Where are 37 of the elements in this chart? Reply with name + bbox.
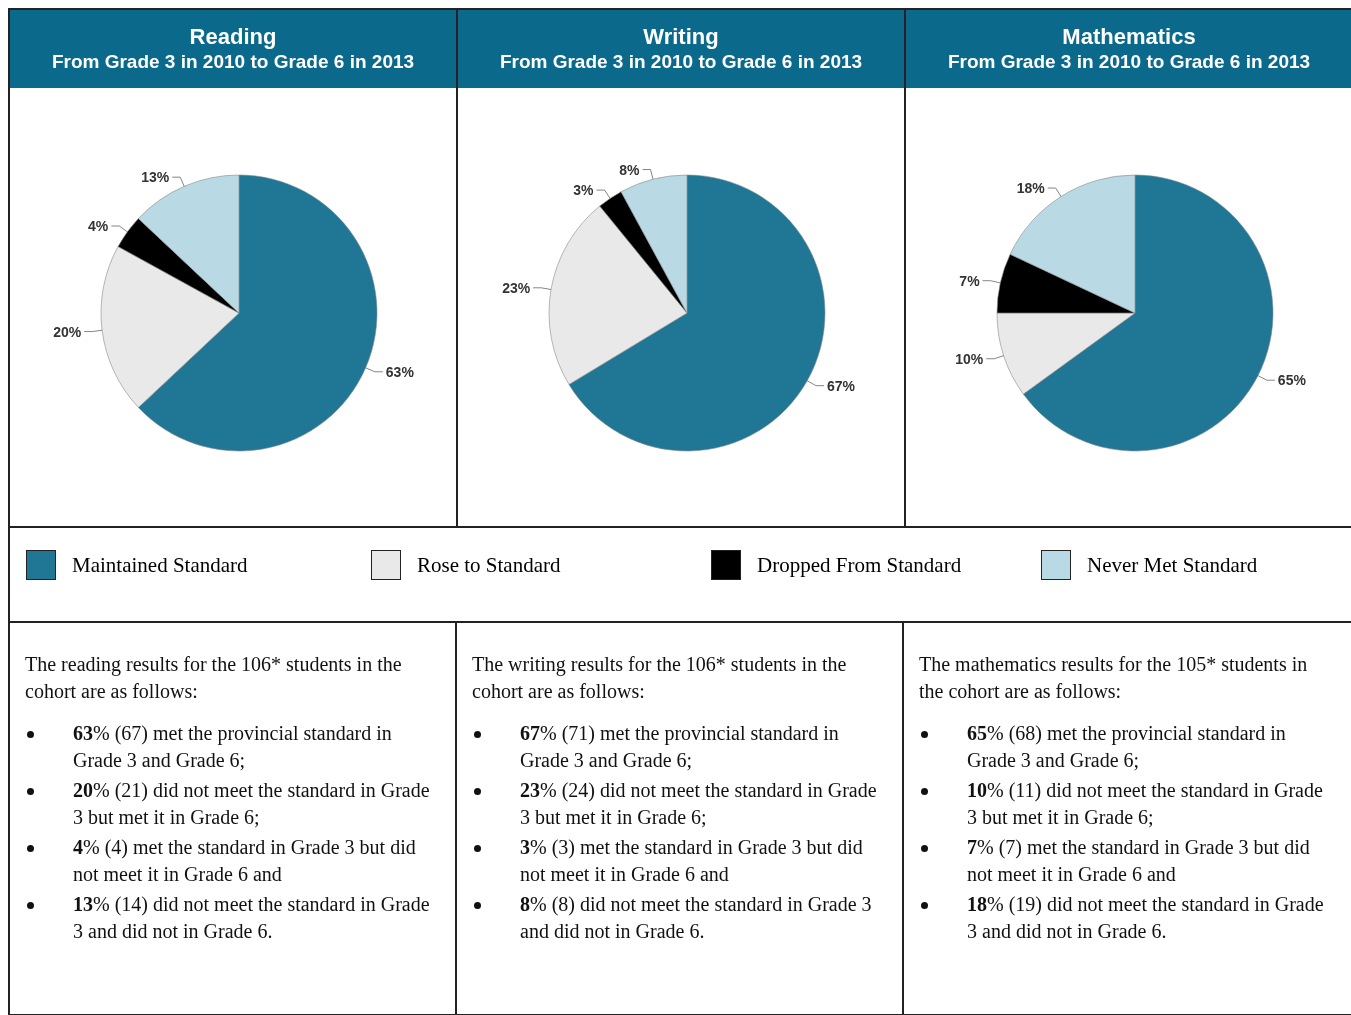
chart-title: Writing: [642, 24, 720, 50]
text: The writing results for the 106* students in the cohort are as follows:: [472, 652, 848, 704]
legend-label: Dropped From Standard: [757, 552, 962, 578]
data-label: 10%: [955, 350, 984, 367]
text: 10% (11) did not meet the standard in Grade 3 but met it in Grade 6;: [967, 778, 1324, 830]
data-label: 20%: [53, 323, 82, 340]
chart-subtitle: From Grade 3 in 2010 to Grade 6 in 2013: [498, 50, 864, 74]
data-label: 67%: [826, 377, 856, 394]
data-label: 23%: [502, 279, 531, 296]
text: 18% (19) did not meet the standard in Grade 3 and did not in Grade 6.: [967, 892, 1325, 944]
text: 67% (71) met the provincial standard in Grade 3 and Grade 6;: [520, 721, 840, 773]
data-label: 13%: [141, 169, 170, 186]
data-label: 18%: [1016, 180, 1046, 197]
data-label: 65%: [1277, 372, 1307, 389]
chart-subtitle: From Grade 3 in 2010 to Grade 6 in 2013: [946, 50, 1312, 74]
text: 23% (24) did not meet the standard in Grade 3 but met it in Grade 6;: [520, 778, 878, 830]
legend-label: Maintained Standard: [72, 552, 248, 578]
legend-label: Never Met Standard: [1087, 552, 1258, 578]
text: 65% (68) met the provincial standard in Grade 3 and Grade 6;: [967, 721, 1287, 773]
data-label: 63%: [385, 363, 415, 380]
text: 13% (14) did not meet the standard in Grade 3 and did not in Grade 6.: [73, 892, 431, 944]
data-label: 7%: [959, 272, 981, 289]
text: 8% (8) did not meet the standard in Grade 3 and did not in Grade 6.: [520, 892, 873, 944]
text: 3% (3) met the standard in Grade 3 but did not meet it in Grade 6 and: [520, 835, 864, 887]
chart-title: Mathematics: [1061, 24, 1197, 50]
text: 63% (67) met the provincial standard in Grade 3 and Grade 6;: [73, 721, 393, 773]
data-label: 3%: [573, 182, 595, 199]
chart-subtitle: From Grade 3 in 2010 to Grade 6 in 2013: [50, 50, 416, 74]
text: The reading results for the 106* students in the cohort are as follows:: [25, 652, 403, 704]
text: 7% (7) met the standard in Grade 3 but did not meet it in Grade 6 and: [967, 835, 1311, 887]
data-label: 8%: [619, 161, 641, 178]
text: 20% (21) did not meet the standard in Grade 3 but met it in Grade 6;: [73, 778, 431, 830]
text: The mathematics results for the 105* students in the cohort are as follows:: [919, 652, 1309, 704]
data-label: 4%: [88, 218, 109, 235]
chart-title: Reading: [188, 24, 278, 50]
text: 4% (4) met the standard in Grade 3 but did not meet it in Grade 6 and: [73, 835, 417, 887]
legend-label: Rose to Standard: [417, 552, 561, 578]
